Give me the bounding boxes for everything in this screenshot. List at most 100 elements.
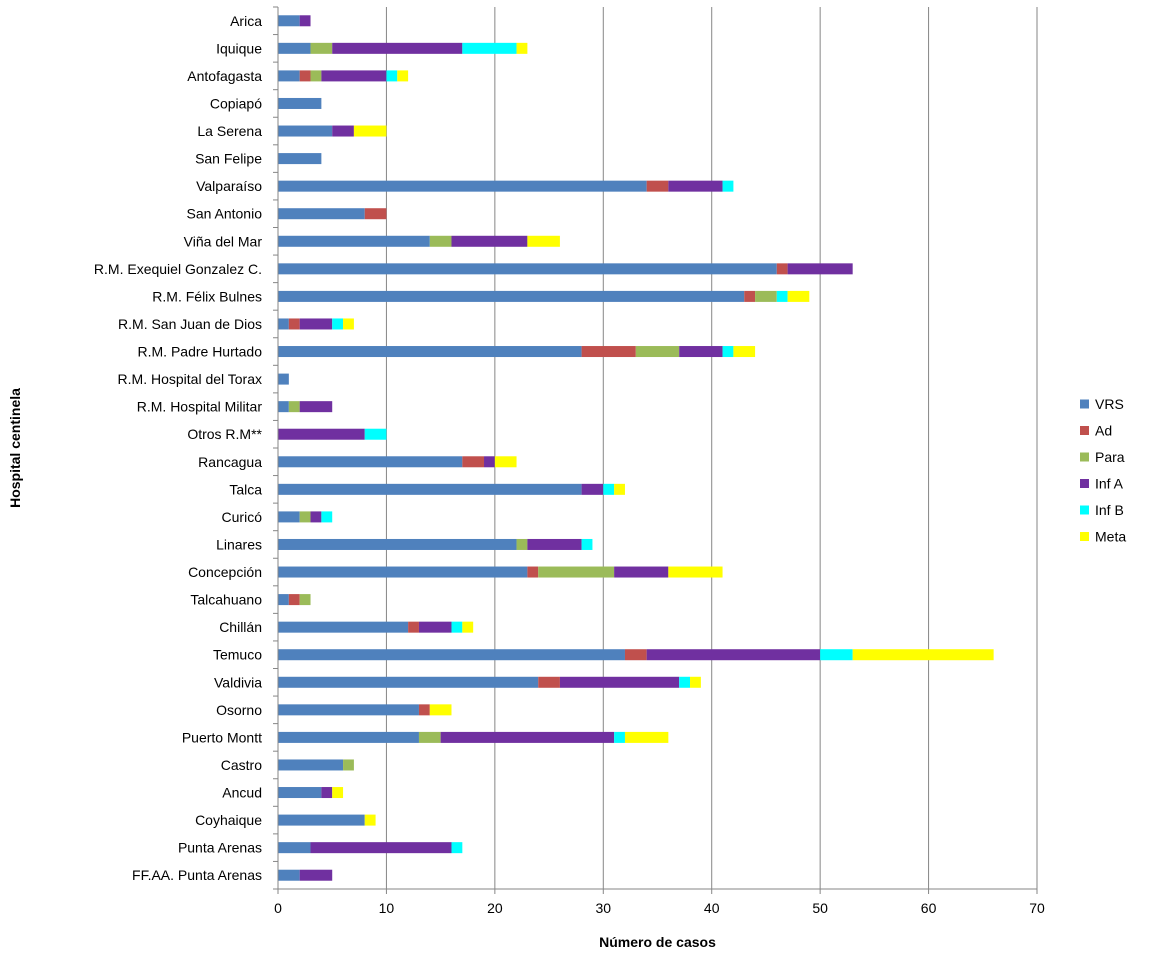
bar-segment-vrs xyxy=(278,373,289,385)
bar-segment-inf-a xyxy=(299,15,311,27)
bar-segment-inf-b xyxy=(820,649,853,661)
category-label: Punta Arenas xyxy=(178,840,262,856)
bar-segment-inf-a xyxy=(451,235,528,247)
bar-segment-inf-a xyxy=(332,42,463,54)
bar-segment-ad xyxy=(364,208,387,220)
category-label: Chillán xyxy=(219,619,262,635)
bar-segment-vrs xyxy=(278,731,419,743)
legend: VRS Ad Para Inf A Inf B Meta xyxy=(1080,396,1126,545)
legend-swatch xyxy=(1080,452,1089,462)
bar-segment-ad xyxy=(408,621,419,633)
bar-segment-ad xyxy=(624,649,647,661)
bar-segment-inf-a xyxy=(646,649,821,661)
bar-segment-inf-a xyxy=(787,263,853,275)
bar-segment-meta xyxy=(852,649,994,661)
category-label: Concepción xyxy=(188,564,262,580)
x-tick-label: 50 xyxy=(812,900,828,916)
bar-segment-inf-b xyxy=(364,428,387,440)
bar-segment-meta xyxy=(733,346,756,358)
category-label: R.M. Hospital del Torax xyxy=(118,371,262,387)
category-label: Linares xyxy=(216,536,262,552)
legend-label: Inf A xyxy=(1095,476,1124,492)
bar-segment-inf-a xyxy=(559,676,680,688)
bar-segment-vrs xyxy=(278,759,344,771)
category-label: Osorno xyxy=(216,702,262,718)
legend-swatch xyxy=(1080,532,1089,541)
bar-segment-ad xyxy=(776,263,788,275)
category-label: San Felipe xyxy=(195,151,262,167)
bar-segment-inf-a xyxy=(321,70,387,82)
bar-segment-vrs xyxy=(278,153,322,165)
bar-segment-meta xyxy=(516,42,528,54)
bar-segment-inf-b xyxy=(321,511,333,523)
bar-segment-inf-b xyxy=(462,42,517,54)
bar-segment-inf-a xyxy=(418,621,452,633)
category-label: Temuco xyxy=(213,647,262,663)
bar-segment-vrs xyxy=(278,42,311,54)
gridlines xyxy=(385,7,1038,889)
bar-segment-para xyxy=(635,346,680,358)
x-tick-label: 20 xyxy=(487,900,503,916)
bar-segment-vrs xyxy=(278,290,745,302)
category-label: Valdivia xyxy=(214,674,262,690)
x-axis-title: Número de casos xyxy=(599,934,716,950)
legend-swatch xyxy=(1080,479,1089,488)
bar-segment-para xyxy=(343,759,354,771)
bar-segment-meta xyxy=(624,731,669,743)
bar-segment-para xyxy=(418,731,441,743)
legend-label: Inf B xyxy=(1095,502,1124,518)
category-label: Viña del Mar xyxy=(184,233,263,249)
legend-swatch xyxy=(1080,399,1089,409)
legend-swatch xyxy=(1080,505,1089,515)
bar-segment-inf-a xyxy=(299,869,333,881)
bar-segment-vrs xyxy=(278,511,300,523)
bar-segment-inf-a xyxy=(321,787,333,799)
bar-segment-ad xyxy=(646,180,669,192)
x-tick-label: 0 xyxy=(274,900,282,916)
bar-segment-inf-a xyxy=(310,511,322,523)
category-label: Arica xyxy=(230,13,262,29)
bar-segment-ad xyxy=(288,318,300,330)
bar-segment-para xyxy=(516,538,528,550)
x-tick-labels: 0 10 20 30 40 50 60 70 xyxy=(274,900,1045,916)
bar-segment-vrs xyxy=(278,814,365,826)
bar-segment-inf-b xyxy=(332,318,344,330)
x-tick-label: 30 xyxy=(595,900,611,916)
category-label: San Antonio xyxy=(186,206,262,222)
category-label: Castro xyxy=(221,757,262,773)
bar-segment-para xyxy=(299,511,311,523)
bar-segment-vrs xyxy=(278,318,289,330)
bar-segment-vrs xyxy=(278,538,517,550)
category-label: Copiapó xyxy=(210,95,262,111)
bar-segment-para xyxy=(310,42,333,54)
bar-segment-meta xyxy=(494,456,517,468)
bar-segment-ad xyxy=(527,566,539,578)
bar-segment-meta xyxy=(614,483,625,495)
bar-segment-vrs xyxy=(278,869,300,881)
bar-segment-vrs xyxy=(278,97,322,109)
bar-segment-vrs xyxy=(278,566,528,578)
category-label: Talca xyxy=(229,481,262,497)
bar-segment-ad xyxy=(538,676,560,688)
bar-segment-inf-a xyxy=(299,318,333,330)
bar-segment-vrs xyxy=(278,346,582,358)
legend-label: Para xyxy=(1095,449,1125,465)
bar-segment-inf-b xyxy=(581,538,593,550)
category-label: Rancagua xyxy=(198,454,262,470)
bar-segment-inf-a xyxy=(440,731,615,743)
bar-segment-vrs xyxy=(278,787,322,799)
legend-label: VRS xyxy=(1095,396,1124,412)
y-axis-title: Hospital centinela xyxy=(7,388,23,508)
category-label: R.M. Hospital Militar xyxy=(137,399,263,415)
bar-segment-vrs xyxy=(278,483,582,495)
bar-segment-ad xyxy=(744,290,756,302)
bar-segment-ad xyxy=(462,456,485,468)
bar-segment-vrs xyxy=(278,70,300,82)
bar-segment-inf-a xyxy=(484,456,495,468)
bar-segment-inf-a xyxy=(332,125,354,137)
category-label: R.M. Padre Hurtado xyxy=(138,344,263,360)
bar-segment-vrs xyxy=(278,676,539,688)
category-labels: Arica Iquique Antofagasta Copiapó La Serena S… xyxy=(94,13,263,883)
bar-segment-vrs xyxy=(278,15,300,27)
